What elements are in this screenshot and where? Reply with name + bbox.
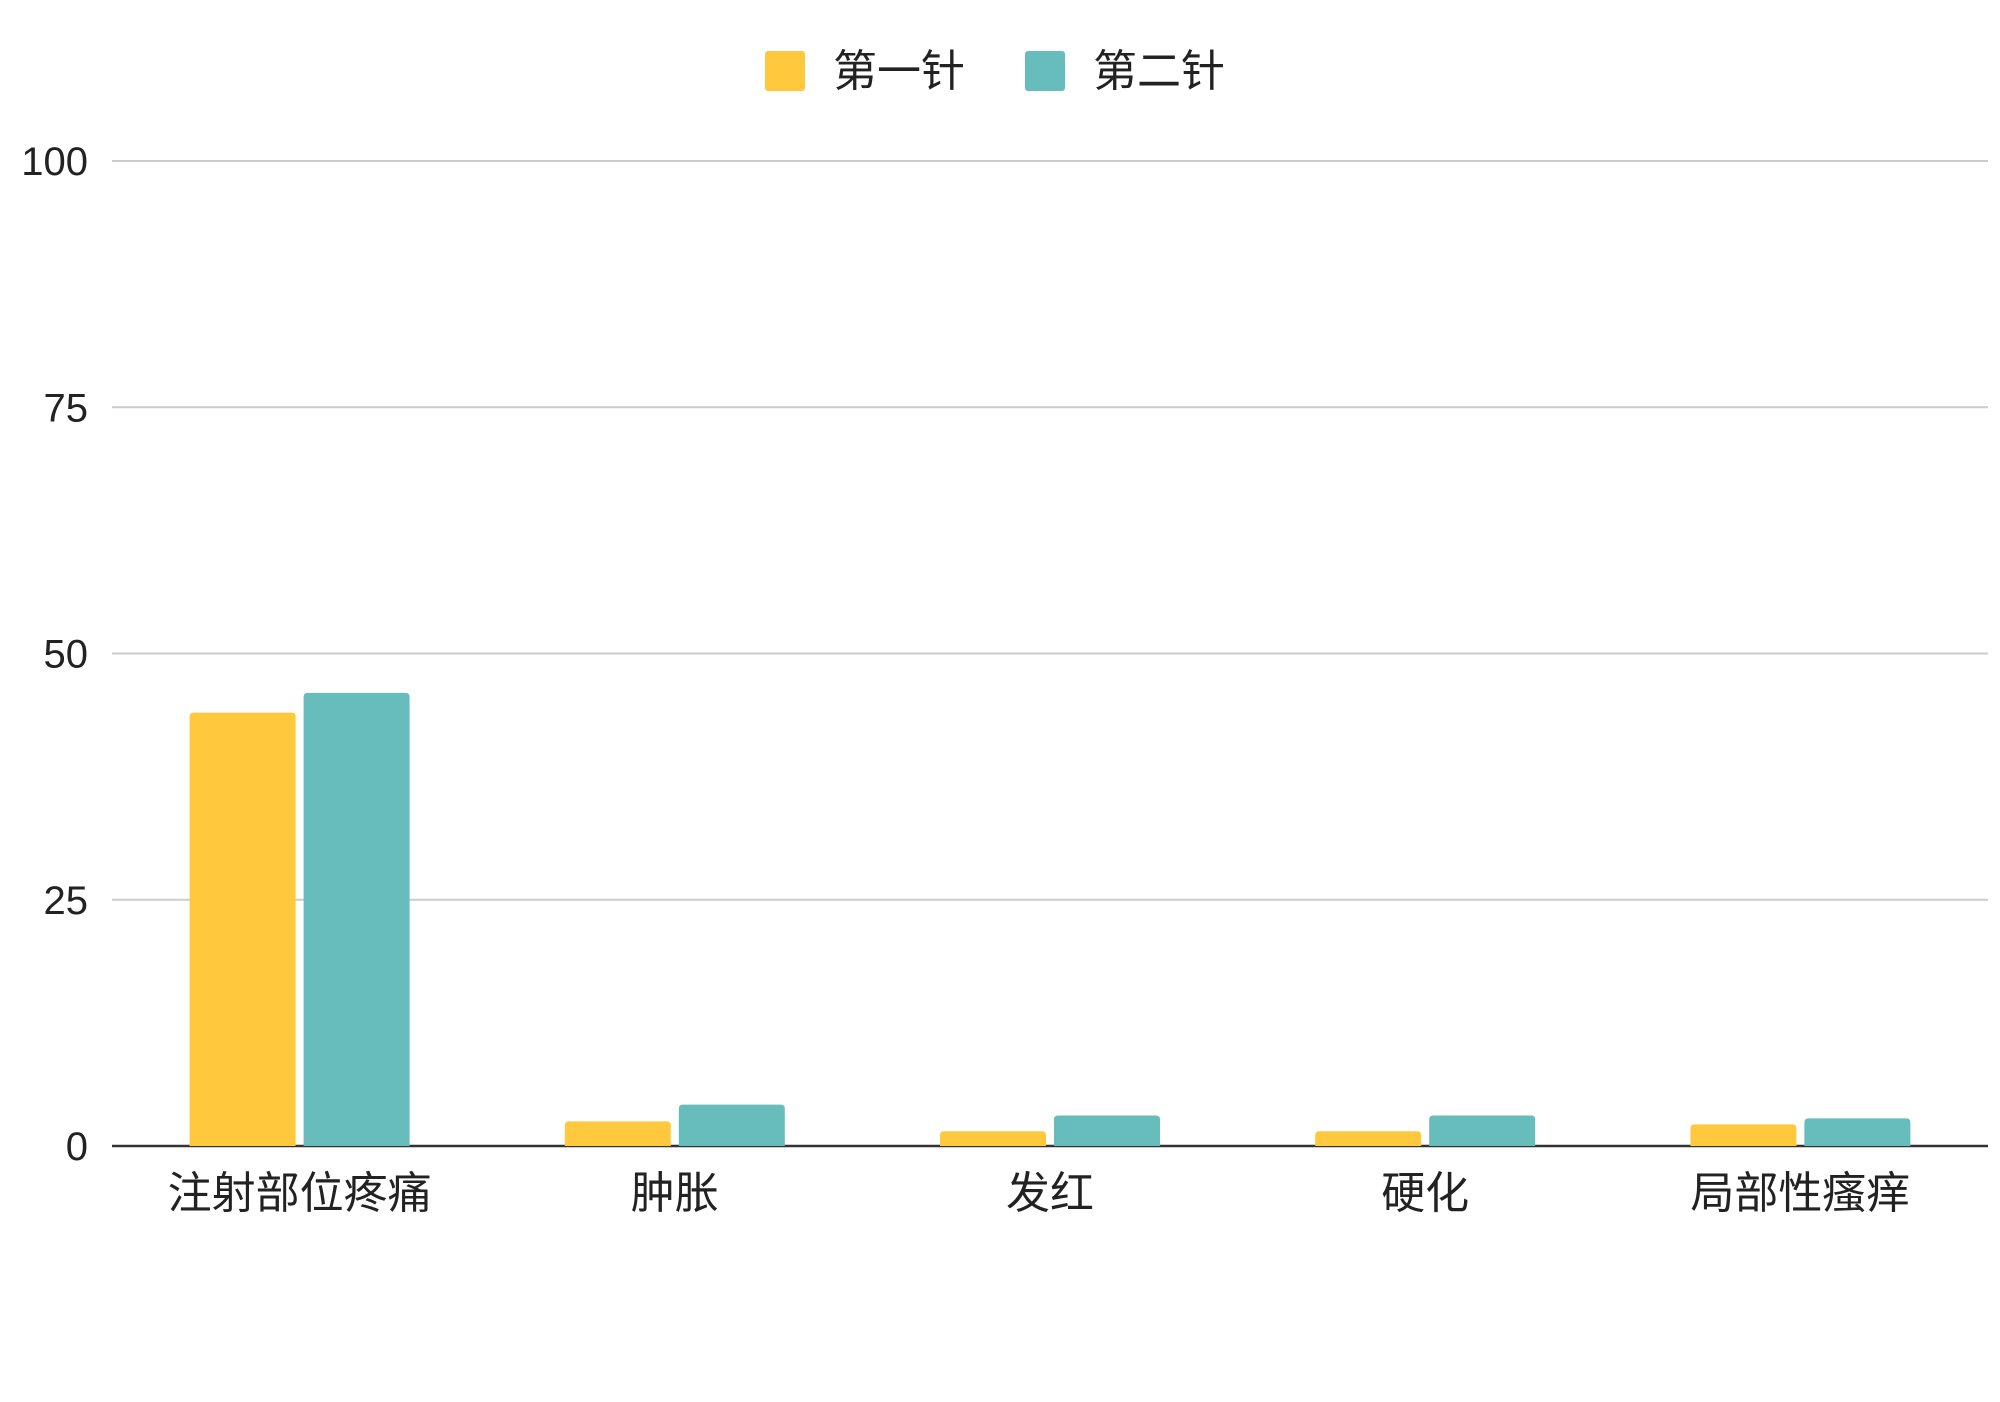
y-axis-ticks: 0 25 50 75 100 xyxy=(21,140,88,1169)
bar-series-2-3 xyxy=(1054,1115,1160,1146)
bar-series-1-5 xyxy=(1690,1124,1797,1146)
y-tick-label: 50 xyxy=(44,633,89,677)
gridlines xyxy=(112,160,1988,1148)
y-tick-label: 100 xyxy=(21,140,88,184)
legend-swatch-1 xyxy=(765,51,805,91)
bar-series-1-3 xyxy=(940,1131,1046,1146)
y-tick-label: 75 xyxy=(44,386,89,430)
x-category-label: 肿胀 xyxy=(631,1168,719,1219)
bar-series-2-1 xyxy=(303,692,410,1146)
y-tick-label: 25 xyxy=(44,879,89,923)
bar-series-2-2 xyxy=(678,1104,785,1146)
bar-series-1-2 xyxy=(564,1121,671,1146)
x-axis-labels: 注射部位疼痛 肿胀 发红 硬化 局部性瘙痒 xyxy=(168,1168,1911,1219)
bar-series-2-4 xyxy=(1429,1115,1536,1146)
legend: 第一针 第二针 xyxy=(765,46,1225,97)
x-category-label: 发红 xyxy=(1006,1168,1094,1219)
x-category-label: 局部性瘙痒 xyxy=(1690,1168,1910,1219)
bars xyxy=(189,692,1911,1146)
x-category-label: 硬化 xyxy=(1381,1168,1469,1219)
y-tick-label: 0 xyxy=(66,1125,88,1169)
x-category-label: 注射部位疼痛 xyxy=(168,1168,432,1219)
bar-series-1-4 xyxy=(1315,1131,1422,1146)
legend-swatch-2 xyxy=(1025,51,1065,91)
bar-series-2-5 xyxy=(1804,1118,1911,1146)
legend-label-2: 第二针 xyxy=(1093,46,1225,97)
legend-label-1: 第一针 xyxy=(833,46,965,97)
bar-series-1-1 xyxy=(189,712,296,1146)
